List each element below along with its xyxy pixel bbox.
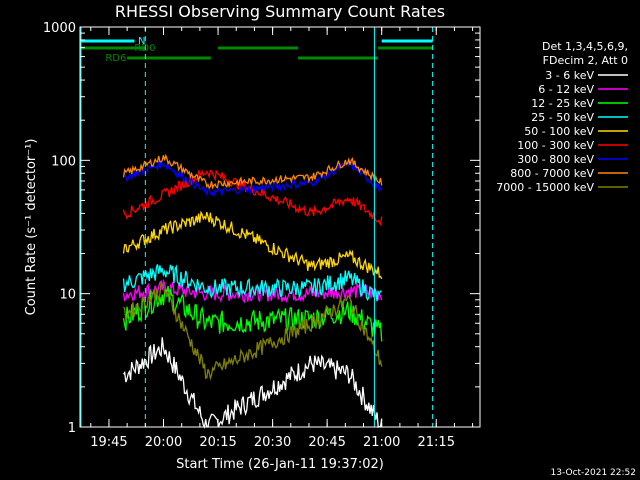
y-tick-label: 100 xyxy=(51,154,76,169)
x-tick-label: 21:00 xyxy=(363,435,400,450)
timestamp: 13-Oct-2021 22:52 xyxy=(551,468,636,478)
series-traces xyxy=(122,153,383,429)
series-trace-9 xyxy=(122,281,383,381)
time-markers xyxy=(80,27,434,427)
x-tick-label: 21:15 xyxy=(418,435,455,450)
legend-label-6: 100 - 300 keV xyxy=(517,139,594,152)
y-tick-labels: 1 10 100 1000 xyxy=(43,21,76,436)
series-trace-5 xyxy=(122,210,383,280)
y-axis-label: Count Rate (s⁻¹ detector⁻¹) xyxy=(24,139,39,316)
series-trace-6 xyxy=(122,169,383,227)
legend-label-9: 7000 - 15000 keV xyxy=(496,181,594,194)
chart-title: RHESSI Observing Summary Count Rates xyxy=(115,2,445,21)
plot-frame xyxy=(79,26,481,428)
legend-label-5: 50 - 100 keV xyxy=(524,125,594,138)
flag-label-rd6: RD6 xyxy=(105,53,126,64)
series-trace-8 xyxy=(122,153,383,190)
legend-label-2: 6 - 12 keV xyxy=(538,83,594,96)
legend-label-3: 12 - 25 keV xyxy=(531,97,594,110)
legend-label-1: 3 - 6 keV xyxy=(545,69,594,82)
y-tick-label: 10 xyxy=(59,288,76,303)
series-trace-1 xyxy=(122,337,383,429)
x-tick-label: 20:00 xyxy=(145,435,182,450)
x-tick-label: 19:45 xyxy=(90,435,127,450)
series-trace-7 xyxy=(122,158,383,198)
axis-ticks xyxy=(80,26,480,428)
x-axis-label: Start Time (26-Jan-11 19:37:02) xyxy=(176,457,384,472)
x-tick-label: 20:15 xyxy=(199,435,236,450)
legend-header-2: FDecim 2, Att 0 xyxy=(543,54,628,67)
flag-label-n: N xyxy=(138,36,145,47)
series-trace-3 xyxy=(122,285,383,342)
x-tick-labels: 19:45 20:00 20:15 20:30 20:45 21:00 21:15 xyxy=(90,435,455,450)
y-tick-label: 1000 xyxy=(43,21,76,36)
legend-label-8: 800 - 7000 keV xyxy=(510,167,594,180)
series-trace-4 xyxy=(122,264,382,302)
legend-header-1: Det 1,3,4,5,6,9, xyxy=(542,40,628,53)
x-tick-label: 20:45 xyxy=(308,435,345,450)
legend-label-7: 300 - 800 keV xyxy=(517,153,594,166)
x-tick-label: 20:30 xyxy=(254,435,291,450)
y-tick-label: 1 xyxy=(68,421,76,436)
legend-label-4: 25 - 50 keV xyxy=(531,111,594,124)
